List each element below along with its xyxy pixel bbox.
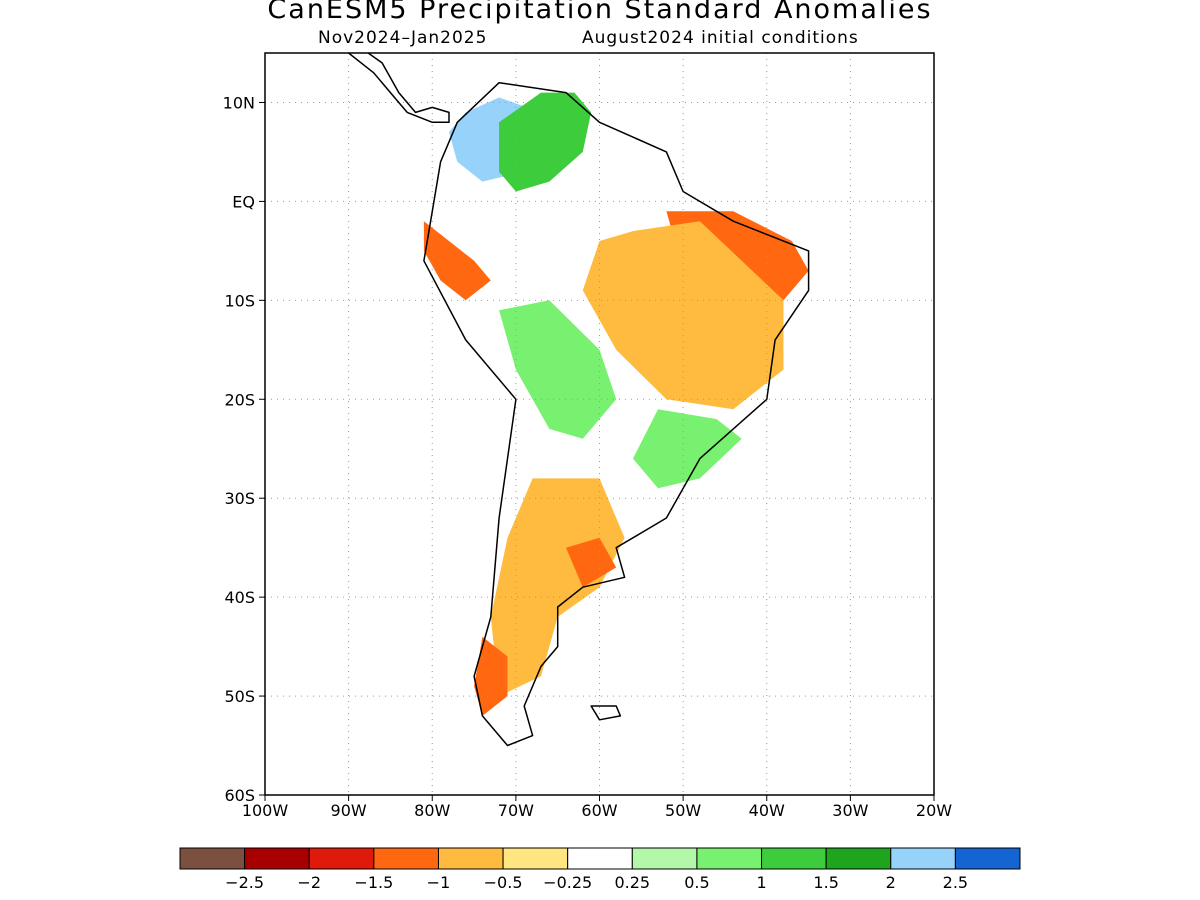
colorbar-label: 2 xyxy=(886,873,896,892)
colorbar-label: 2.5 xyxy=(943,873,968,892)
colorbar-label: −0.5 xyxy=(484,873,523,892)
coastline-central-america xyxy=(347,53,450,124)
anomaly-field xyxy=(423,92,809,716)
colorbar-swatch xyxy=(308,847,375,870)
colorbar-label: −0.25 xyxy=(543,873,592,892)
coastline-falkland-islands xyxy=(590,705,622,721)
anomaly-argentina-dry xyxy=(490,478,625,697)
lon-tick-label: 60W xyxy=(581,801,617,820)
colorbar-swatch xyxy=(179,847,246,870)
lon-tick-label: 40W xyxy=(749,801,785,820)
lon-tick-label: 70W xyxy=(498,801,534,820)
lat-tick-label: 50S xyxy=(224,687,255,706)
lat-tick-label: 60S xyxy=(224,786,255,805)
lat-tick-label: 10N xyxy=(223,93,255,112)
colorbar-label: −2 xyxy=(297,873,321,892)
colorbar-label: 1.5 xyxy=(813,873,838,892)
colorbar-swatch xyxy=(437,847,504,870)
colorbar-swatch xyxy=(954,847,1021,870)
colorbar-swatch xyxy=(244,847,310,870)
lon-tick-label: 20W xyxy=(916,801,952,820)
colorbar-label: 0.5 xyxy=(684,873,709,892)
lon-tick-label: 30W xyxy=(832,801,868,820)
longitude-axis: 100W 90W 80W 70W 60W 50W 40W 30W 20W xyxy=(242,795,952,820)
initial-conditions: August2024 initial conditions xyxy=(582,28,859,48)
lat-tick-label: 10S xyxy=(224,291,255,310)
lon-tick-label: 50W xyxy=(665,801,701,820)
colorbar-swatch xyxy=(631,847,698,870)
anomaly-venezuela-wet xyxy=(499,92,592,192)
colorbar-swatch xyxy=(373,847,439,870)
lat-tick-label: 40S xyxy=(224,588,255,607)
colorbar-label: 0.25 xyxy=(614,873,650,892)
latitude-axis: 10N EQ 10S 20S 30S 40S 50S 60S xyxy=(223,93,265,805)
map-title: CanESM5 Precipitation Standard Anomalies xyxy=(267,0,933,25)
colorbar-swatch xyxy=(761,847,827,870)
coastlines xyxy=(347,53,810,747)
colorbar-swatch xyxy=(502,847,569,870)
coastline-south-america xyxy=(423,81,810,747)
graticule xyxy=(265,53,934,795)
lat-tick-label: 20S xyxy=(224,390,255,409)
lon-tick-label: 90W xyxy=(331,801,367,820)
colorbar-swatch xyxy=(890,847,956,870)
lon-tick-label: 100W xyxy=(242,801,289,820)
colorbar-label: −1.5 xyxy=(354,873,393,892)
anomaly-nw-amazon-dry xyxy=(423,221,491,301)
color-scale: −2.5 −2 −1.5 −1 −0.5 −0.25 0.25 0.5 1 1.5 2 2.5 xyxy=(179,847,1021,892)
colorbar-label: −2.5 xyxy=(225,873,264,892)
anomaly-southeast-brazil-wet xyxy=(633,409,742,489)
anomaly-central-brazil-dry xyxy=(582,221,784,410)
colorbar-swatch xyxy=(567,847,633,870)
colorbar-swatch xyxy=(696,847,763,870)
lon-tick-label: 80W xyxy=(414,801,450,820)
forecast-period: Nov2024–Jan2025 xyxy=(318,28,488,48)
anomaly-bolivia-wet xyxy=(499,300,617,439)
lat-tick-label: 30S xyxy=(224,489,255,508)
lat-tick-label: EQ xyxy=(232,192,255,211)
colorbar-swatch xyxy=(825,847,892,870)
colorbar-label: −1 xyxy=(427,873,451,892)
anomaly-pampas-dry xyxy=(566,537,617,588)
colorbar-label: 1 xyxy=(756,873,766,892)
